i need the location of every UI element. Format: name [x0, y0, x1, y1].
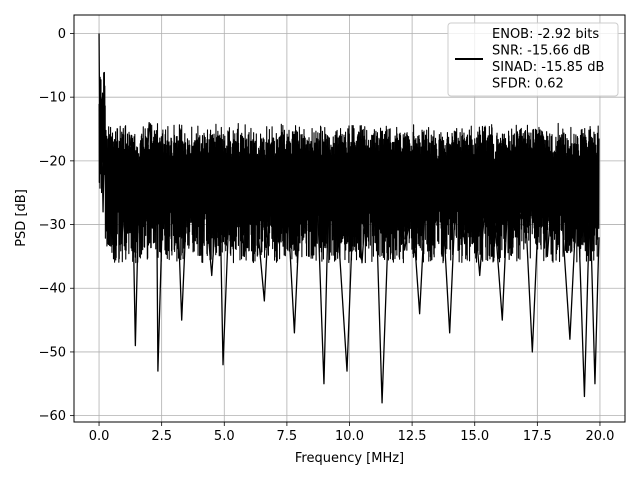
spectrum-noise-trace	[98, 71, 600, 264]
x-tick-label: 20.0	[585, 429, 614, 444]
y-tick-label: −30	[39, 218, 66, 233]
y-tick-label: −50	[39, 345, 66, 360]
x-tick-label: 5.0	[214, 429, 235, 444]
y-axis-label: PSD [dB]	[14, 189, 29, 247]
x-axis-label: Frequency [MHz]	[295, 451, 404, 466]
y-tick-label: −60	[39, 409, 66, 424]
legend-text: ENOB: -2.92 bits SNR: -15.66 dB SINAD: -15…	[492, 27, 604, 92]
x-tick-label: 17.5	[523, 429, 552, 444]
legend-line-text: SFDR: 0.62	[492, 77, 564, 92]
legend: ENOB: -2.92 bits SNR: -15.66 dB SINAD: -15…	[447, 22, 619, 97]
noise-band	[98, 71, 600, 264]
y-tick-label: −20	[39, 154, 66, 169]
x-tick-label: 0.0	[89, 429, 110, 444]
x-axis-ticks: 0.0 2.5 5.0 7.5 10.0 12.5 15.0 17.5 20.0	[89, 422, 614, 444]
x-tick-label: 7.5	[277, 429, 298, 444]
x-tick-label: 2.5	[151, 429, 172, 444]
legend-line-text: SINAD: -15.85 dB	[492, 60, 604, 75]
y-tick-label: −10	[39, 91, 66, 106]
x-tick-label: 10.0	[335, 429, 364, 444]
y-axis-ticks: 0 −10 −20 −30 −40 −50 −60	[39, 27, 74, 424]
series-line	[98, 33, 600, 404]
series-group	[98, 33, 600, 404]
legend-box	[447, 22, 619, 97]
x-tick-label: 15.0	[460, 429, 489, 444]
y-tick-label: 0	[58, 27, 66, 42]
legend-line-text: SNR: -15.66 dB	[492, 44, 590, 59]
legend-line-text: ENOB: -2.92 bits	[492, 27, 599, 42]
x-tick-label: 12.5	[398, 429, 427, 444]
y-tick-label: −40	[39, 282, 66, 297]
